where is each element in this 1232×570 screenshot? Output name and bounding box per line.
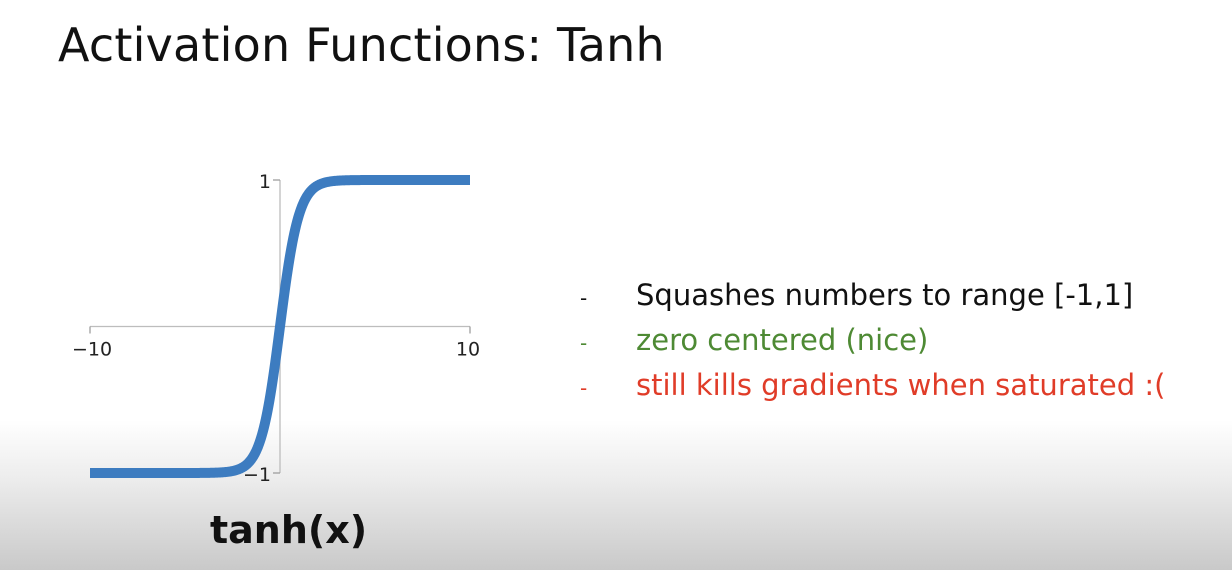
bullet-list: - Squashes numbers to range [-1,1] - zer…	[580, 278, 1165, 413]
bullet-text: zero centered (nice)	[636, 323, 929, 357]
tanh-curve	[85, 175, 475, 478]
bullet-marker: -	[580, 331, 588, 355]
bullet-item: - zero centered (nice)	[580, 323, 1165, 368]
bullet-marker: -	[580, 376, 588, 400]
bullet-text: still kills gradients when saturated :(	[636, 368, 1166, 402]
bullet-item: - Squashes numbers to range [-1,1]	[580, 278, 1165, 323]
bullet-text: Squashes numbers to range [-1,1]	[636, 278, 1134, 312]
x-tick-label-min: −10	[72, 339, 112, 361]
x-tick-label-max: 10	[456, 339, 480, 361]
y-tick-label-min: −1	[243, 464, 271, 486]
slide-title: Activation Functions: Tanh	[58, 18, 665, 72]
y-tick-label-max: 1	[259, 171, 271, 193]
bullet-item: - still kills gradients when saturated :…	[580, 368, 1165, 413]
bullet-marker: -	[580, 286, 588, 310]
chart-caption: tanh(x)	[210, 508, 368, 552]
